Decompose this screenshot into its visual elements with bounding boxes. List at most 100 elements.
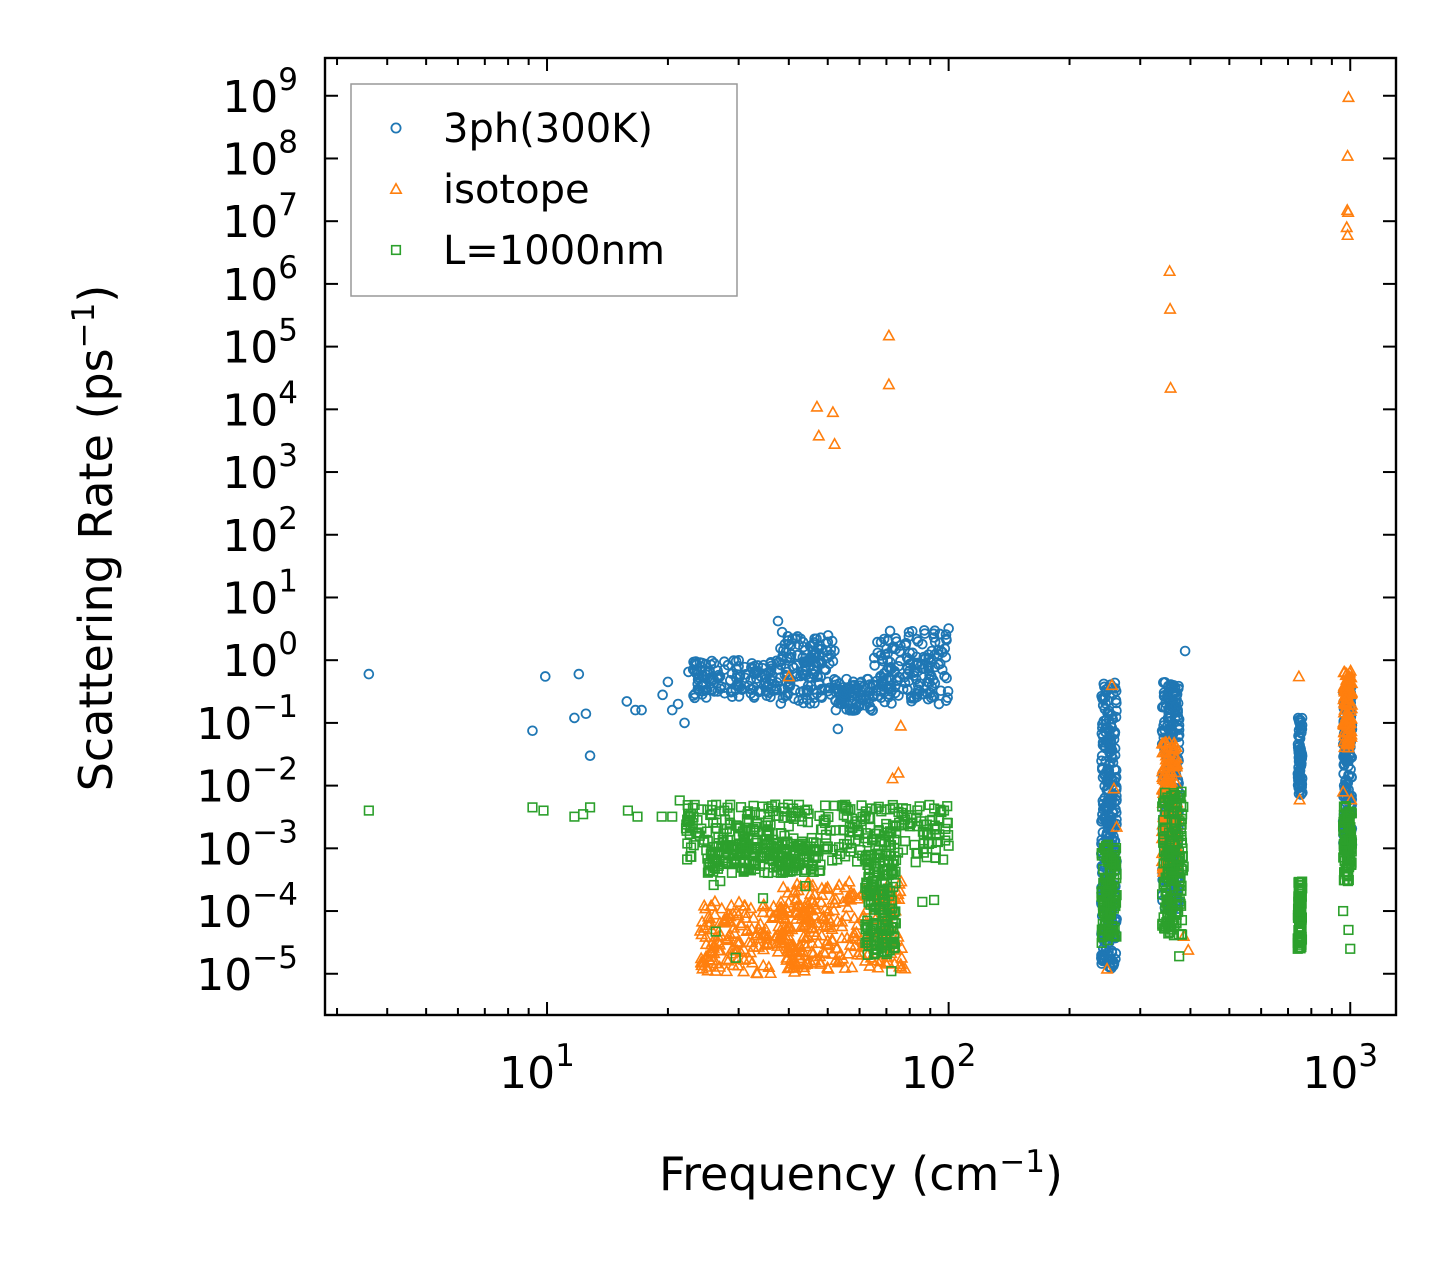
data-point: [906, 810, 917, 821]
data-point: [746, 911, 761, 923]
y-tick-label: 100: [222, 626, 298, 687]
y-tick-label: 105: [222, 313, 298, 374]
data-point: [1167, 725, 1178, 737]
data-point: [789, 912, 803, 924]
data-point: [580, 708, 592, 720]
data-point: [912, 680, 924, 691]
data-point: [806, 946, 820, 959]
data-point: [889, 942, 900, 953]
data-point: [776, 910, 790, 923]
y-tick-base: 10: [196, 762, 252, 813]
data-point: [928, 632, 940, 643]
y-tick-exp: −4: [252, 877, 298, 913]
data-point: [840, 851, 851, 862]
data-point: [760, 686, 772, 698]
data-point: [885, 910, 896, 921]
y-tick-exp: 3: [278, 438, 298, 474]
data-point: [745, 922, 759, 934]
data-point: [832, 954, 846, 967]
data-point: [875, 650, 887, 661]
data-point: [900, 836, 911, 847]
data-point: [749, 966, 764, 978]
data-point: [852, 945, 867, 958]
data-point: [844, 705, 856, 716]
data-point: [713, 832, 724, 843]
data-point: [1292, 943, 1303, 954]
data-point: [732, 935, 746, 948]
data-point: [915, 816, 927, 827]
data-point: [811, 846, 822, 857]
data-point: [847, 911, 861, 924]
data-point: [692, 815, 703, 826]
data-point: [1176, 819, 1187, 830]
data-point: [1293, 750, 1305, 762]
data-point: [781, 944, 795, 957]
data-point: [870, 685, 882, 697]
data-point: [928, 894, 940, 906]
data-point: [856, 815, 867, 827]
data-point: [810, 399, 824, 412]
legend-label: 3ph(300K): [443, 106, 653, 152]
data-point: [768, 862, 779, 873]
data-point: [803, 808, 814, 819]
data-point: [748, 848, 759, 859]
data-point: [1336, 784, 1350, 797]
data-point: [935, 685, 947, 697]
data-point: [1105, 678, 1119, 691]
data-point: [864, 857, 875, 868]
data-point: [881, 818, 892, 830]
data-point: [823, 658, 835, 670]
data-point: [828, 437, 842, 449]
data-point: [725, 799, 736, 810]
data-point: [888, 641, 900, 653]
data-point: [920, 652, 931, 664]
data-point: [904, 647, 916, 659]
y-tick-base: 10: [222, 323, 278, 374]
data-point: [887, 956, 902, 969]
data-point: [1109, 931, 1120, 942]
data-point: [731, 958, 745, 971]
data-point: [1169, 759, 1184, 772]
data-point: [1110, 820, 1124, 832]
data-point: [1295, 905, 1306, 917]
data-point: [837, 800, 848, 811]
x-tick-base: 10: [901, 1048, 957, 1099]
data-point: [816, 657, 828, 669]
data-point: [1163, 921, 1175, 933]
data-point: [797, 685, 809, 697]
data-point: [1098, 877, 1109, 888]
data-point: [793, 695, 805, 706]
data-point: [723, 841, 734, 852]
data-point: [910, 857, 921, 868]
data-point: [1103, 930, 1115, 941]
data-point: [692, 678, 704, 690]
data-point: [745, 809, 756, 820]
data-point: [714, 683, 726, 695]
data-point: [894, 718, 908, 731]
data-point: [831, 955, 845, 968]
data-point: [1157, 918, 1168, 929]
data-point: [1096, 850, 1107, 861]
y-tick-base: 10: [222, 573, 278, 624]
data-point: [838, 810, 849, 821]
data-point: [1098, 949, 1110, 960]
data-point: [1105, 738, 1117, 750]
data-point: [885, 885, 896, 896]
data-point: [777, 692, 789, 704]
y-tick-label: 101: [222, 563, 298, 624]
data-point: [1341, 874, 1353, 885]
data-point: [800, 880, 811, 892]
data-point: [839, 909, 853, 922]
y-tick-base: 10: [222, 197, 278, 248]
data-point: [777, 839, 788, 851]
data-point: [881, 673, 892, 685]
data-point: [1176, 929, 1188, 940]
data-point: [683, 666, 694, 678]
data-point: [844, 835, 855, 846]
y-tick-label: 102: [222, 501, 298, 562]
data-point: [1097, 809, 1108, 820]
data-point: [942, 685, 954, 697]
data-point: [819, 800, 831, 811]
data-point: [672, 698, 684, 710]
data-point: [858, 693, 870, 704]
